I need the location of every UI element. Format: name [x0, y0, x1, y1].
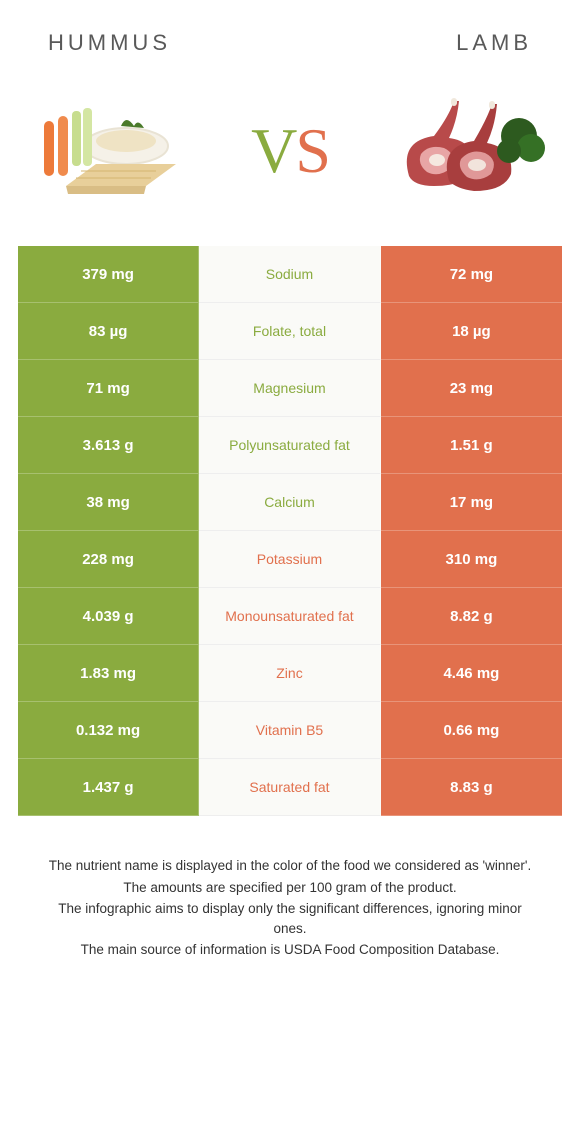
- left-value-cell: 83 µg: [18, 303, 199, 360]
- hummus-icon: [26, 86, 201, 216]
- right-value-cell: 17 mg: [381, 474, 562, 531]
- left-value-cell: 3.613 g: [18, 417, 199, 474]
- images-row: VS: [18, 76, 562, 246]
- table-row: 0.132 mgVitamin B50.66 mg: [18, 702, 562, 759]
- footnote-line: The amounts are specified per 100 gram o…: [42, 878, 538, 898]
- vs-label: VS: [251, 114, 329, 188]
- table-row: 71 mgMagnesium23 mg: [18, 360, 562, 417]
- table-row: 379 mgSodium72 mg: [18, 246, 562, 303]
- right-value-cell: 8.82 g: [381, 588, 562, 645]
- nutrient-label-cell: Zinc: [199, 645, 381, 702]
- nutrient-label-cell: Saturated fat: [199, 759, 381, 816]
- left-value-cell: 228 mg: [18, 531, 199, 588]
- nutrient-label-cell: Sodium: [199, 246, 381, 303]
- right-value-cell: 310 mg: [381, 531, 562, 588]
- left-value-cell: 0.132 mg: [18, 702, 199, 759]
- footnote-line: The nutrient name is displayed in the co…: [42, 856, 538, 876]
- left-value-cell: 4.039 g: [18, 588, 199, 645]
- nutrient-table: 379 mgSodium72 mg83 µgFolate, total18 µg…: [18, 246, 562, 816]
- lamb-image: [379, 86, 554, 216]
- left-value-cell: 1.437 g: [18, 759, 199, 816]
- table-row: 38 mgCalcium17 mg: [18, 474, 562, 531]
- right-value-cell: 0.66 mg: [381, 702, 562, 759]
- nutrient-label-cell: Polyunsaturated fat: [199, 417, 381, 474]
- infographic-root: HUMMUS LAMB VS: [0, 0, 580, 960]
- left-value-cell: 379 mg: [18, 246, 199, 303]
- nutrient-label-cell: Potassium: [199, 531, 381, 588]
- nutrient-label-cell: Monounsaturated fat: [199, 588, 381, 645]
- footnote-line: The main source of information is USDA F…: [42, 940, 538, 960]
- table-row: 228 mgPotassium310 mg: [18, 531, 562, 588]
- table-row: 1.437 gSaturated fat8.83 g: [18, 759, 562, 816]
- nutrient-label-cell: Vitamin B5: [199, 702, 381, 759]
- right-value-cell: 72 mg: [381, 246, 562, 303]
- lamb-icon: [379, 86, 554, 216]
- table-row: 4.039 gMonounsaturated fat8.82 g: [18, 588, 562, 645]
- right-value-cell: 1.51 g: [381, 417, 562, 474]
- vs-v: V: [251, 115, 295, 186]
- left-value-cell: 1.83 mg: [18, 645, 199, 702]
- right-value-cell: 4.46 mg: [381, 645, 562, 702]
- right-value-cell: 18 µg: [381, 303, 562, 360]
- right-value-cell: 23 mg: [381, 360, 562, 417]
- nutrient-label-cell: Folate, total: [199, 303, 381, 360]
- left-value-cell: 71 mg: [18, 360, 199, 417]
- table-row: 1.83 mgZinc4.46 mg: [18, 645, 562, 702]
- right-value-cell: 8.83 g: [381, 759, 562, 816]
- nutrient-label-cell: Magnesium: [199, 360, 381, 417]
- nutrient-label-cell: Calcium: [199, 474, 381, 531]
- hummus-image: [26, 86, 201, 216]
- footnote-line: The infographic aims to display only the…: [42, 899, 538, 938]
- table-row: 3.613 gPolyunsaturated fat1.51 g: [18, 417, 562, 474]
- right-food-title: LAMB: [456, 30, 532, 56]
- left-value-cell: 38 mg: [18, 474, 199, 531]
- vs-s: S: [295, 115, 329, 186]
- titles-row: HUMMUS LAMB: [18, 20, 562, 76]
- left-food-title: HUMMUS: [48, 30, 171, 56]
- footnotes: The nutrient name is displayed in the co…: [18, 816, 562, 960]
- table-row: 83 µgFolate, total18 µg: [18, 303, 562, 360]
